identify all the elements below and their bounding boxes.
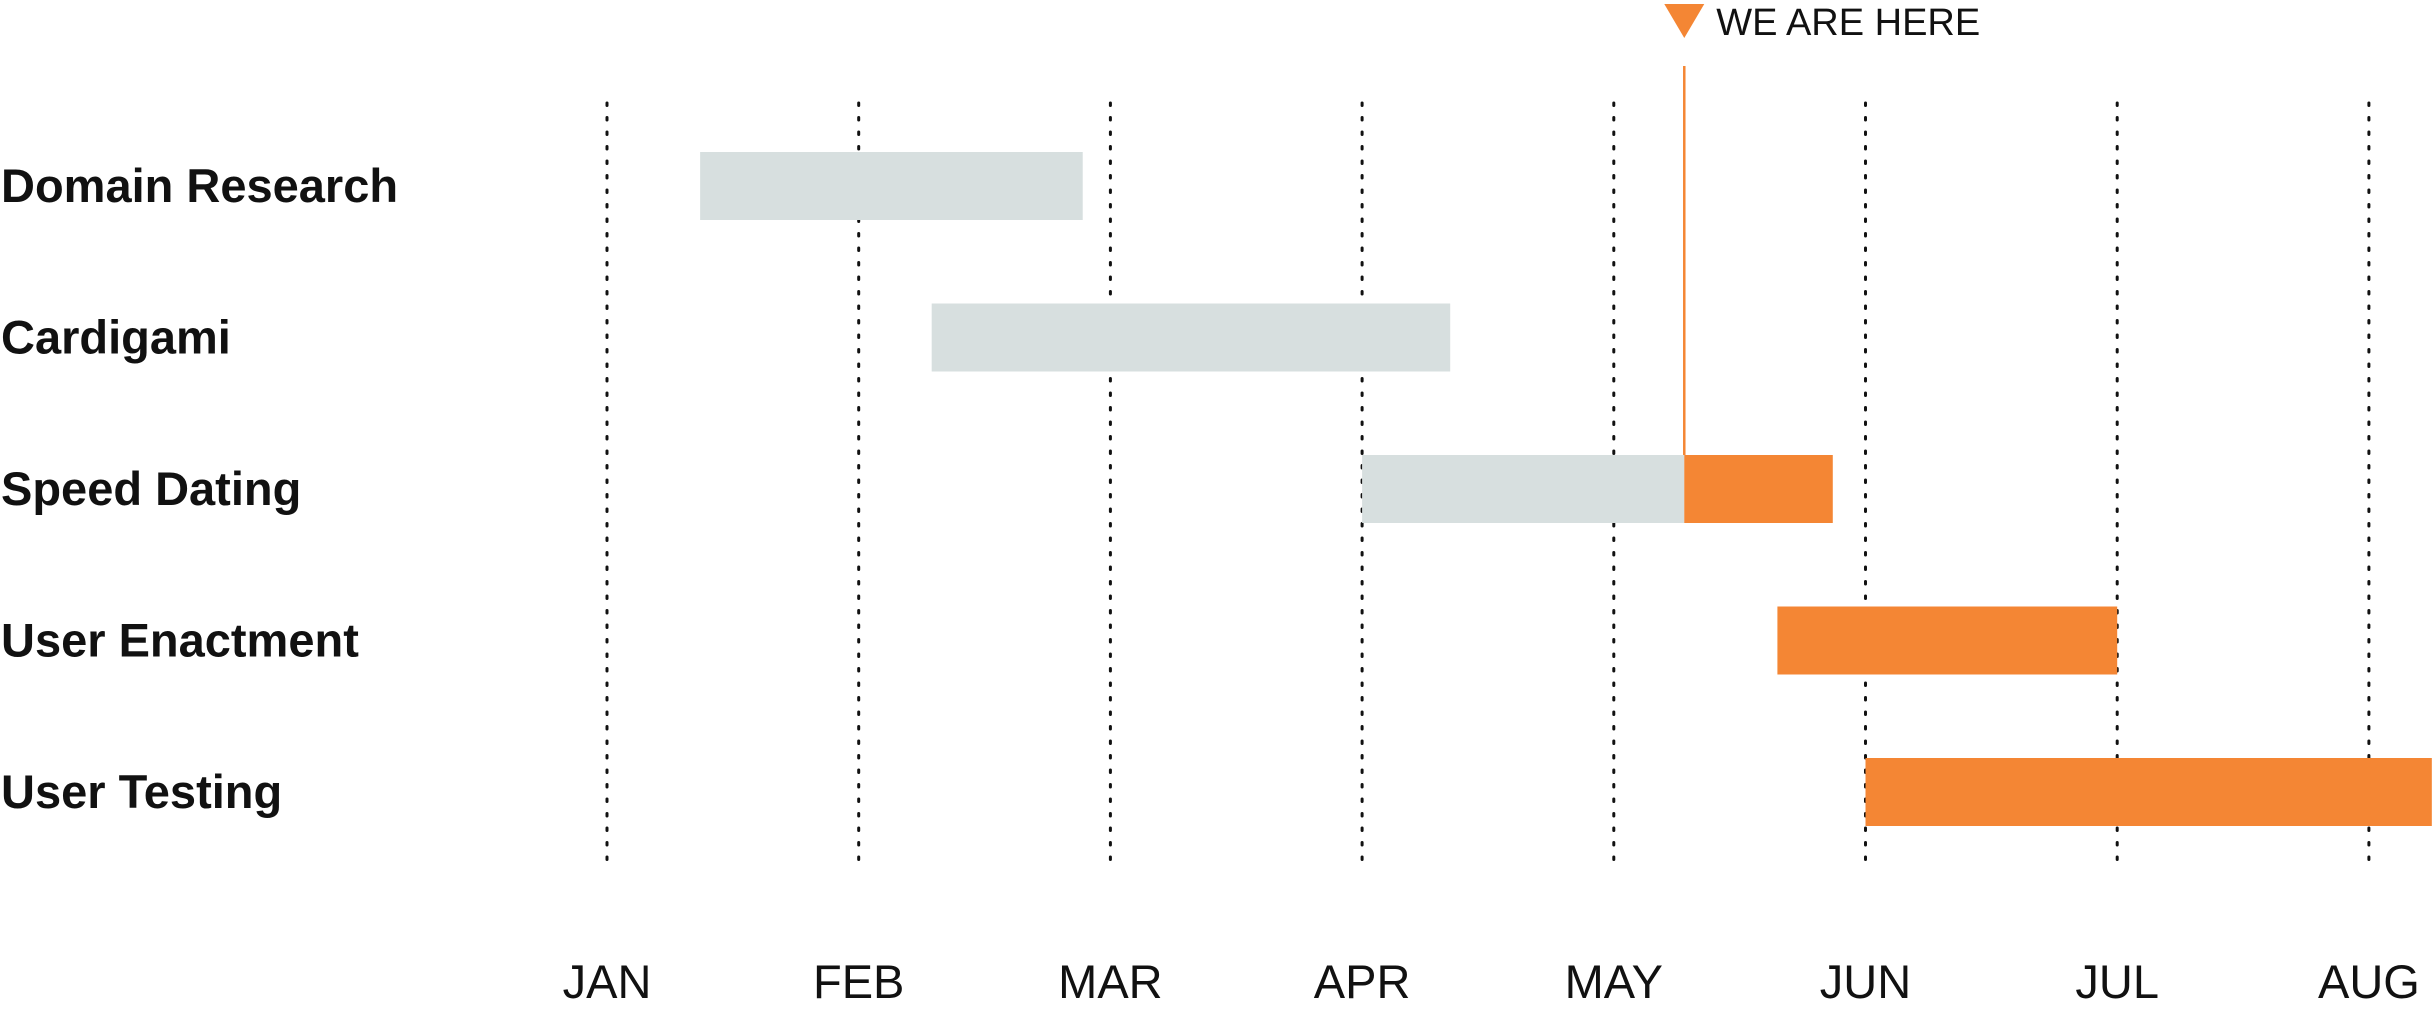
month-label-jul: JUL: [2075, 955, 2159, 1008]
month-label-feb: FEB: [813, 955, 904, 1008]
month-label-jan: JAN: [563, 955, 652, 1008]
task-label-cardigami: Cardigami: [1, 311, 231, 364]
task-bars: [700, 152, 2432, 826]
bar-remaining-user-enactment: [1777, 606, 2118, 675]
month-axis-labels: JAN FEB MAR APR MAY JUN JUL AUG: [563, 955, 2420, 1008]
task-labels: Domain Research Cardigami Speed Dating User…: [1, 159, 398, 818]
month-label-may: MAY: [1565, 955, 1663, 1008]
task-label-user-enactment: User Enactment: [1, 614, 359, 667]
bar-done-domain-research: [700, 152, 1083, 220]
month-label-apr: APR: [1314, 955, 1411, 1008]
bar-remaining-user-testing: [1865, 758, 2432, 826]
task-label-speed-dating: Speed Dating: [1, 462, 301, 515]
bar-remaining-speed-dating: [1684, 455, 1833, 523]
today-marker: WE ARE HERE: [1664, 2, 1980, 455]
bar-done-speed-dating: [1362, 455, 1685, 523]
task-label-domain-research: Domain Research: [1, 159, 398, 212]
month-label-jun: JUN: [1820, 955, 1911, 1008]
month-label-aug: AUG: [2318, 955, 2420, 1008]
today-triangle-icon: [1664, 4, 1705, 38]
month-label-mar: MAR: [1058, 955, 1162, 1008]
bar-done-cardigami: [931, 303, 1451, 372]
month-gridlines: [605, 101, 2371, 872]
task-label-user-testing: User Testing: [1, 765, 282, 818]
today-label: WE ARE HERE: [1716, 2, 1980, 44]
